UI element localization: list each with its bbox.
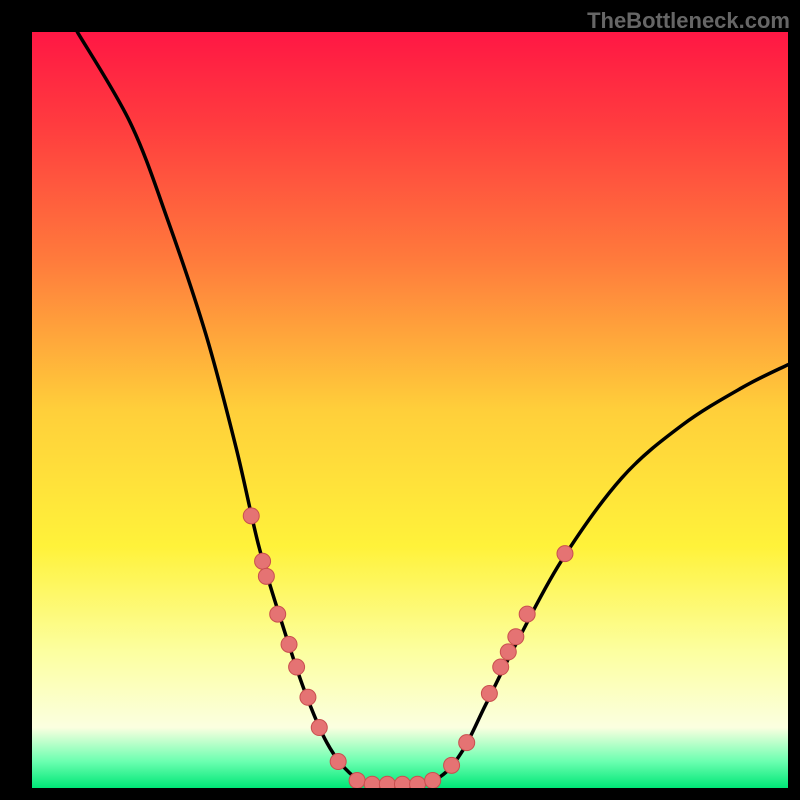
data-point: [519, 606, 535, 622]
v-curve-path: [77, 32, 788, 785]
curve-overlay: [32, 32, 788, 788]
plot-area: [32, 32, 788, 788]
data-point: [508, 629, 524, 645]
data-point: [243, 508, 259, 524]
data-point: [255, 553, 271, 569]
watermark-text: TheBottleneck.com: [587, 8, 790, 34]
data-point: [425, 772, 441, 788]
data-point: [364, 776, 380, 788]
data-point: [379, 776, 395, 788]
data-point: [493, 659, 509, 675]
data-point: [481, 686, 497, 702]
data-point: [300, 689, 316, 705]
data-point: [444, 757, 460, 773]
data-point: [410, 776, 426, 788]
data-point: [258, 568, 274, 584]
data-point: [349, 772, 365, 788]
chart-container: TheBottleneck.com: [0, 0, 800, 800]
data-point: [281, 636, 297, 652]
data-point: [330, 754, 346, 770]
data-point: [289, 659, 305, 675]
data-point: [270, 606, 286, 622]
data-point: [311, 720, 327, 736]
data-point: [394, 776, 410, 788]
data-point: [500, 644, 516, 660]
data-points: [243, 508, 573, 788]
data-point: [459, 735, 475, 751]
data-point: [557, 546, 573, 562]
